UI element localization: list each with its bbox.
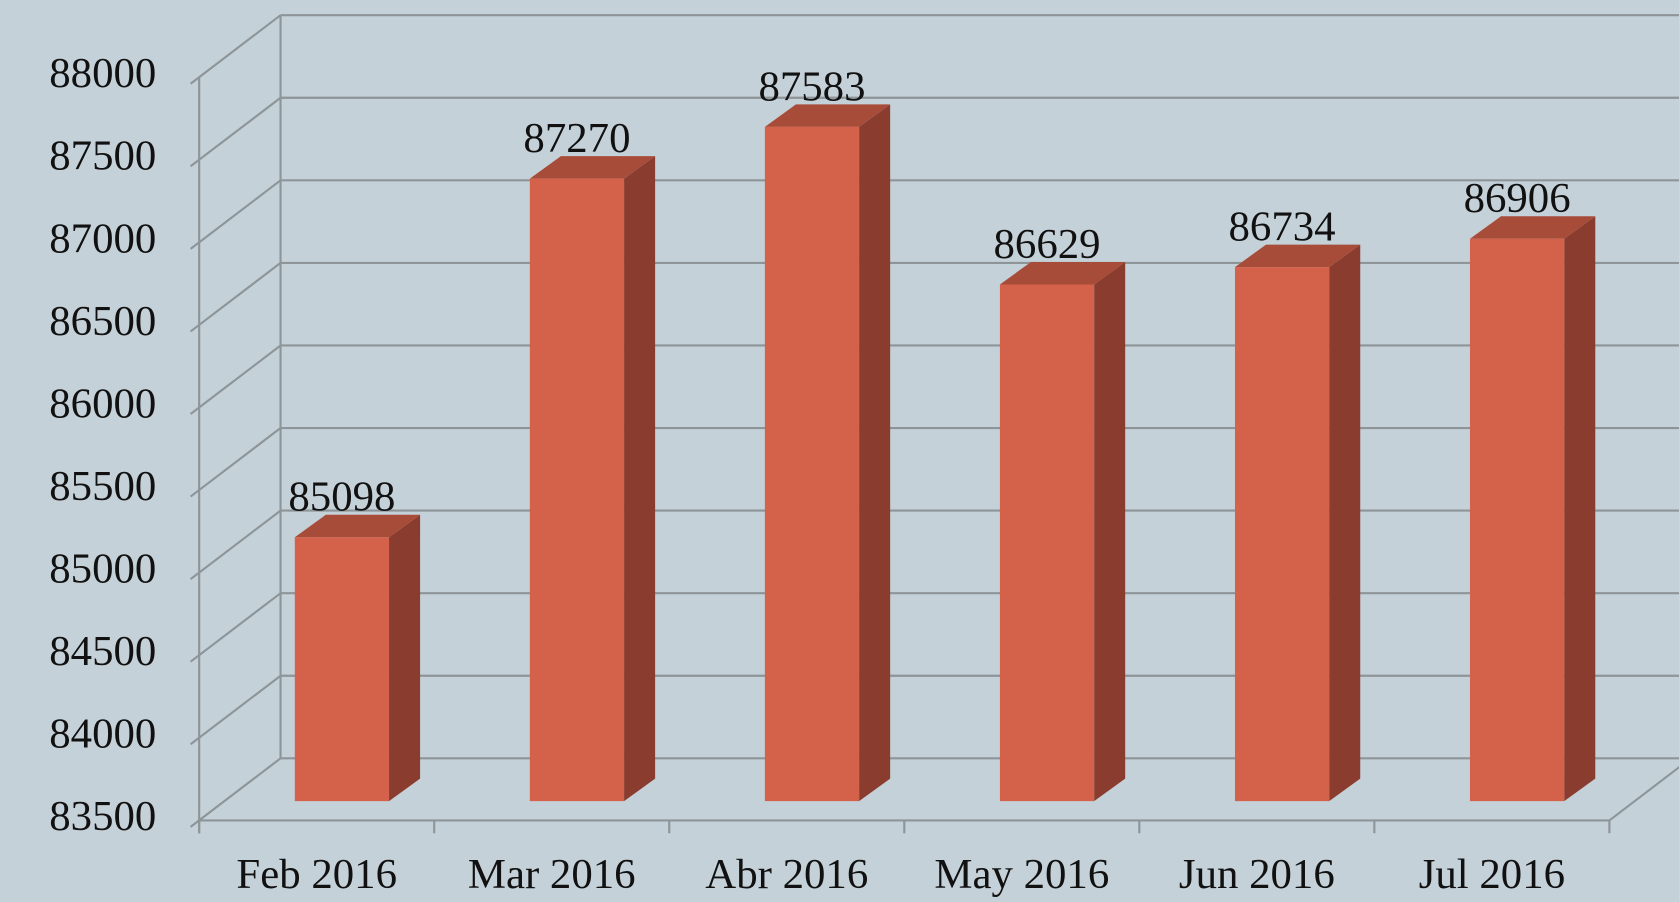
grid-line — [189, 14, 282, 85]
bar — [1469, 216, 1596, 802]
value-label: 85098 — [288, 474, 395, 521]
grid-line — [189, 262, 282, 333]
x-tick-label: Jun 2016 — [1179, 851, 1335, 898]
bar-front — [1469, 238, 1565, 802]
bar-side — [1094, 261, 1126, 802]
grid-line — [189, 344, 282, 415]
bar-front — [999, 284, 1095, 802]
bar — [999, 261, 1126, 802]
bar-front — [529, 178, 625, 802]
value-label: 86629 — [993, 221, 1100, 268]
y-tick-label: 88000 — [49, 50, 156, 97]
grid-line — [189, 179, 282, 250]
value-label: 86906 — [1464, 175, 1571, 222]
y-tick-label: 84500 — [49, 628, 156, 675]
bar-top — [1234, 244, 1361, 268]
x-tick-label: Jul 2016 — [1419, 851, 1565, 898]
bar-front — [764, 126, 860, 802]
y-tick-label: 86000 — [49, 380, 156, 427]
bar-side — [1564, 216, 1596, 802]
bar-side — [859, 104, 891, 802]
grid-line — [189, 674, 282, 746]
grid-line — [189, 96, 282, 168]
grid-line — [189, 592, 282, 663]
value-label: 87270 — [523, 115, 630, 162]
y-tick-label: 83500 — [49, 793, 156, 840]
y-tick-label: 85000 — [49, 546, 156, 593]
bar-top — [529, 156, 656, 179]
bar-top — [764, 104, 891, 127]
bar-top — [999, 261, 1126, 285]
value-label: 86734 — [1229, 204, 1336, 251]
bar — [529, 156, 656, 802]
y-tick-label: 85500 — [49, 463, 156, 510]
bar — [294, 514, 421, 802]
grid-line — [189, 427, 282, 498]
value-label: 87583 — [758, 63, 865, 110]
x-tick-label: Feb 2016 — [236, 851, 397, 898]
bar — [764, 104, 891, 802]
bar-side — [1329, 244, 1361, 802]
x-tick-label: Mar 2016 — [468, 851, 636, 898]
y-tick-label: 86500 — [49, 298, 156, 345]
y-tick-label: 84000 — [49, 711, 156, 758]
grid-line — [189, 509, 282, 580]
floor-edge — [1608, 765, 1679, 822]
bar-front — [1234, 267, 1330, 802]
bar-top — [1469, 216, 1596, 239]
x-tick-label: May 2016 — [934, 851, 1109, 898]
x-tick-label: Abr 2016 — [705, 851, 868, 898]
grid-line — [189, 757, 282, 828]
bar-side — [624, 156, 656, 802]
y-tick-label: 87000 — [49, 215, 156, 262]
bar-top — [294, 514, 421, 538]
bar-front — [294, 537, 390, 802]
bar — [1234, 244, 1361, 802]
y-tick-label: 87500 — [49, 133, 156, 180]
bar-side — [389, 514, 421, 802]
